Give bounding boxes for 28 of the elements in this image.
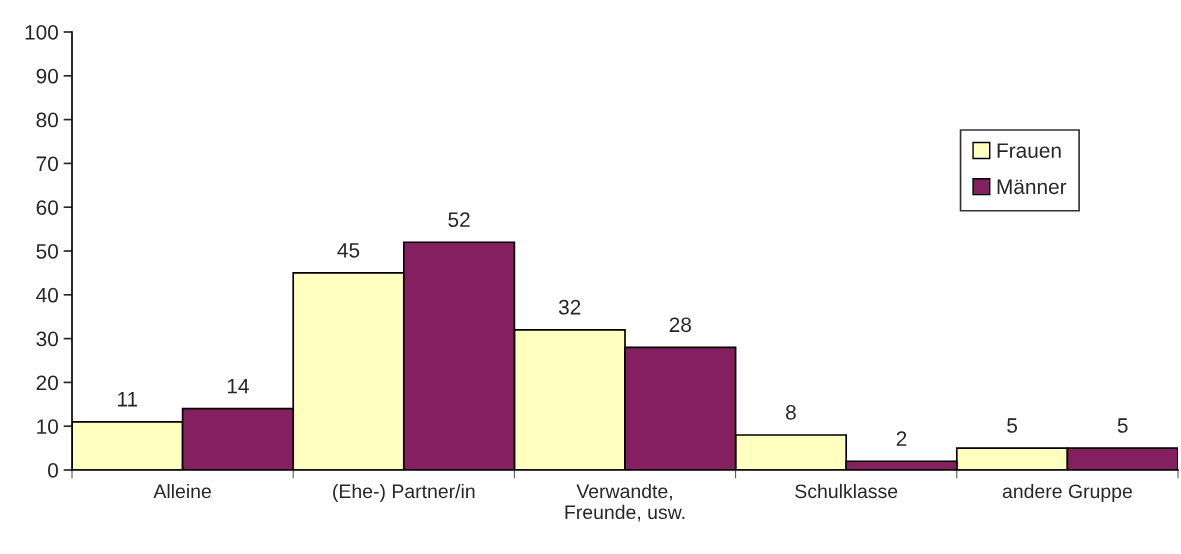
data-label: 28 [669,317,691,333]
legend-label: Männer [997,179,1067,195]
data-label: 8 [786,404,796,420]
y-tick-label: 0 [48,463,58,478]
y-tick-label: 50 [36,244,58,259]
data-label: 32 [558,299,581,315]
y-tick-label: 10 [37,419,58,434]
x-tick-label: Verwandte, Freunde, usw. [565,483,685,522]
data-label: 11 [118,392,138,407]
data-label: 5 [1007,418,1018,433]
y-tick-label: 20 [36,375,58,391]
y-tick-label: 90 [36,68,58,84]
x-tick-label: Schulklasse [795,483,898,499]
y-tick-label: 100 [25,25,58,40]
data-label: 2 [896,431,907,446]
y-tick-label: 30 [36,331,58,347]
data-label: 52 [448,212,470,228]
data-label: 5 [1117,418,1128,433]
legend-label: Frauen [997,143,1061,158]
y-tick-label: 40 [36,287,58,303]
data-label: 45 [337,243,360,258]
x-tick-label: Alleine [153,483,211,499]
data-label: 14 [227,378,249,394]
y-tick-label: 70 [36,156,58,172]
x-tick-label: andere Gruppe [1002,483,1132,503]
y-tick-label: 80 [36,112,58,128]
y-tick-label: 60 [36,200,58,215]
x-tick-label: (Ehe-) Partner/in [333,483,475,503]
